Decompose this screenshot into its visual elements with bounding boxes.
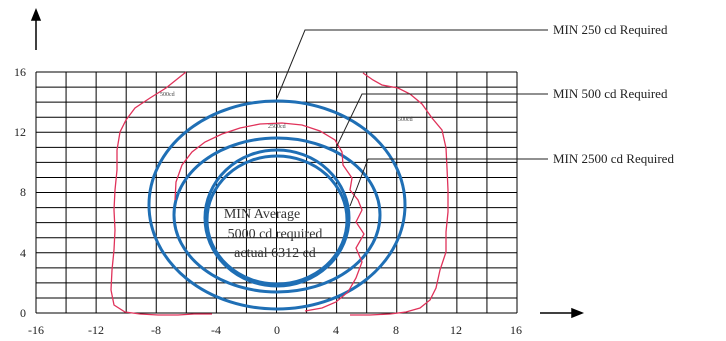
circle-average-inner <box>205 154 349 286</box>
contour-middle-2500cd <box>174 122 365 312</box>
x-tick-label: -16 <box>28 323 44 337</box>
x-tick-label: -4 <box>211 323 221 337</box>
circle-250cd <box>147 99 407 311</box>
y-axis-arrowhead <box>30 7 42 21</box>
x-tick-label: 4 <box>333 323 339 337</box>
y-tick-label: 4 <box>20 246 26 260</box>
x-tick-labels: -16 -12 -8 -4 0 4 8 12 16 <box>28 323 522 337</box>
x-tick-label: 8 <box>393 323 399 337</box>
x-tick-label: -8 <box>151 323 161 337</box>
contour-right-500cd <box>350 72 449 316</box>
axis-arrows <box>30 7 585 319</box>
callout-250cd: MIN 250 cd Required <box>553 22 668 37</box>
y-tick-label: 0 <box>20 306 26 320</box>
circle-500cd <box>172 136 382 294</box>
x-tick-label: 12 <box>450 323 462 337</box>
x-axis-arrowhead <box>571 307 585 319</box>
y-tick-labels: 0 4 8 12 16 <box>14 65 26 320</box>
x-tick-label: -12 <box>88 323 104 337</box>
center-label-line-1: MIN Average <box>224 207 300 222</box>
circle-2500cd <box>203 148 351 288</box>
callout-2500cd: MIN 2500 cd Required <box>553 151 674 166</box>
required-intensity-circles <box>147 99 407 311</box>
contour-left-500cd <box>110 71 212 316</box>
measured-contours <box>110 71 449 316</box>
center-label-line-2: 5000 cd required <box>228 227 323 242</box>
leader-250cd <box>276 29 548 99</box>
x-tick-label: 0 <box>274 323 280 337</box>
contour-label-right: 500cd <box>398 117 413 123</box>
contour-label-left: 500cd <box>160 92 175 98</box>
grid <box>35 71 518 314</box>
x-tick-label: 16 <box>510 323 522 337</box>
callout-500cd: MIN 500 cd Required <box>553 86 668 101</box>
center-label-line-3: actual 6312 cd <box>234 246 316 261</box>
callout-leaders <box>276 29 548 207</box>
leader-500cd <box>335 93 548 149</box>
leader-2500cd <box>349 158 548 207</box>
y-tick-label: 8 <box>20 185 26 199</box>
y-tick-label: 16 <box>14 65 26 79</box>
y-tick-label: 12 <box>14 125 26 139</box>
contour-label-middle: 2500cd <box>268 124 286 130</box>
